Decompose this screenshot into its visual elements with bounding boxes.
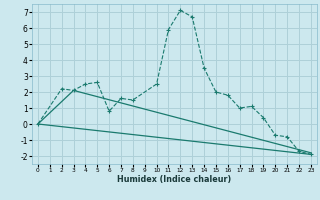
X-axis label: Humidex (Indice chaleur): Humidex (Indice chaleur) (117, 175, 232, 184)
